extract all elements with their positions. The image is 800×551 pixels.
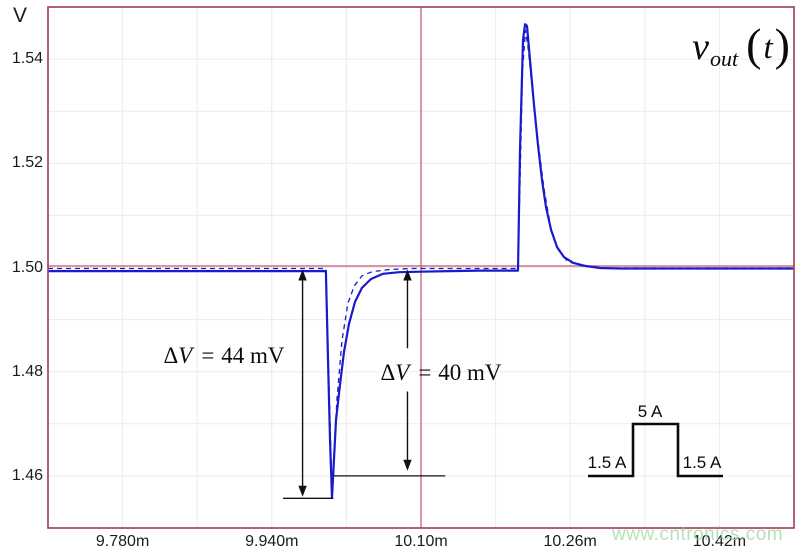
measurement-value: 44 mV	[221, 343, 285, 368]
plot-title: v out (t)	[630, 18, 790, 76]
measure-arrowhead-down	[403, 459, 412, 471]
y-axis-unit-label: V	[13, 4, 28, 27]
delta-v-40mv-annotation: ΔV = 40 mV	[380, 360, 501, 386]
title-argument: t	[763, 29, 773, 66]
measure-arrowhead-up	[298, 269, 307, 281]
load-step-high-label: 5 A	[637, 402, 663, 421]
load-step-low-label: 1.5 A	[587, 453, 627, 472]
y-tick-label: 1.46	[11, 466, 43, 484]
x-tick-label: 9.940m	[245, 533, 299, 550]
x-tick-label: 9.780m	[95, 533, 150, 550]
y-tick-label: 1.52	[11, 154, 43, 172]
x-tick-label: 10.42m	[692, 533, 747, 550]
equals-sign: =	[418, 360, 432, 385]
load-step-return-label: 1.5 A	[682, 453, 722, 472]
measure-arrowhead-down	[298, 485, 307, 497]
title-variable: v	[692, 26, 710, 68]
title-subscript: out	[710, 46, 739, 71]
title-open-paren: (	[746, 19, 762, 70]
y-tick-label: 1.50	[11, 258, 43, 276]
variable-symbol: V	[178, 343, 193, 368]
x-tick-label: 10.26m	[543, 533, 597, 550]
watermark-text: www.cntronics.com	[612, 524, 784, 545]
delta-symbol: Δ	[163, 343, 179, 368]
plot-border	[47, 6, 795, 529]
title-close-paren: )	[774, 19, 790, 70]
variable-symbol: V	[395, 360, 410, 385]
measurement-value: 40 mV	[438, 360, 502, 385]
load-step-polyline	[588, 422, 723, 478]
x-tick-label: 10.10m	[394, 533, 448, 550]
equals-sign: =	[201, 343, 215, 368]
delta-v-44mv-annotation: ΔV = 44 mV	[163, 343, 284, 369]
load-step-waveform-icon	[588, 422, 723, 478]
delta-symbol: Δ	[380, 360, 396, 385]
y-tick-label: 1.48	[11, 362, 43, 380]
measure-arrowhead-up	[403, 269, 412, 281]
vout-trace-solid	[48, 23, 794, 499]
y-tick-label: 1.54	[11, 50, 43, 68]
